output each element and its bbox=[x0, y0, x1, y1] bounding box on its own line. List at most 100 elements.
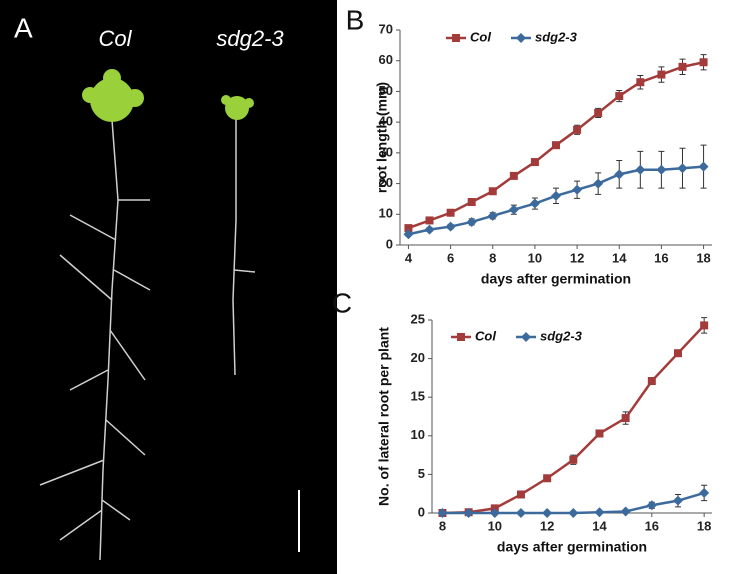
marker bbox=[699, 58, 708, 67]
photo-background bbox=[0, 0, 337, 574]
marker bbox=[467, 198, 476, 206]
legend-label: sdg2-3 bbox=[540, 328, 583, 343]
y-tick-label: 15 bbox=[411, 389, 425, 404]
marker bbox=[657, 70, 666, 79]
marker bbox=[551, 190, 561, 201]
marker bbox=[516, 490, 525, 499]
marker bbox=[530, 158, 539, 167]
marker bbox=[699, 487, 710, 498]
marker bbox=[542, 508, 553, 518]
marker bbox=[595, 429, 604, 438]
marker bbox=[403, 229, 414, 240]
marker bbox=[445, 221, 456, 232]
panel-label: A bbox=[14, 12, 33, 43]
plant-label: sdg2-3 bbox=[216, 26, 284, 51]
marker bbox=[572, 184, 583, 195]
marker bbox=[457, 333, 465, 341]
marker bbox=[678, 62, 687, 71]
marker bbox=[594, 108, 603, 117]
marker bbox=[647, 376, 656, 385]
panel-label: C bbox=[332, 287, 352, 318]
marker bbox=[635, 164, 646, 175]
x-tick-label: 14 bbox=[592, 518, 607, 533]
y-tick-label: 60 bbox=[379, 52, 393, 67]
marker bbox=[516, 33, 526, 43]
photo-panel: A Col sdg2-3 bbox=[0, 0, 337, 574]
col-root bbox=[39, 119, 151, 561]
y-tick-label: 50 bbox=[379, 83, 393, 98]
marker bbox=[673, 349, 682, 358]
marker bbox=[509, 171, 518, 180]
marker bbox=[646, 500, 657, 511]
y-tick-label: 25 bbox=[411, 311, 425, 326]
marker bbox=[552, 141, 560, 150]
y-tick-label: 10 bbox=[379, 206, 393, 221]
y-tick-label: 0 bbox=[386, 236, 393, 251]
y-tick-label: 30 bbox=[379, 144, 393, 159]
x-tick-label: 18 bbox=[696, 250, 710, 265]
marker bbox=[677, 163, 688, 174]
legend-label: sdg2-3 bbox=[535, 29, 578, 44]
sdg-rosette bbox=[221, 95, 254, 120]
x-tick-label: 10 bbox=[528, 250, 542, 265]
sdg-root bbox=[232, 118, 256, 376]
x-tick-label: 8 bbox=[439, 518, 446, 533]
marker bbox=[488, 187, 497, 196]
marker bbox=[515, 508, 526, 518]
x-tick-label: 14 bbox=[612, 250, 627, 265]
marker bbox=[573, 125, 582, 134]
marker bbox=[636, 78, 645, 87]
x-axis-title: days after germination bbox=[497, 539, 647, 555]
y-tick-label: 5 bbox=[418, 466, 425, 481]
x-tick-label: 16 bbox=[645, 518, 659, 533]
marker bbox=[568, 508, 579, 518]
marker bbox=[620, 506, 631, 517]
y-axis-title: root length (mm) bbox=[374, 82, 390, 193]
marker bbox=[521, 332, 531, 342]
plant-label: Col bbox=[98, 26, 132, 51]
col-rosette bbox=[82, 69, 144, 122]
marker bbox=[569, 455, 578, 464]
marker bbox=[656, 164, 667, 175]
y-tick-label: 20 bbox=[379, 175, 393, 190]
y-tick-label: 70 bbox=[379, 21, 393, 36]
legend-label: Col bbox=[475, 328, 496, 343]
marker bbox=[466, 216, 477, 227]
marker bbox=[672, 495, 683, 506]
marker bbox=[425, 216, 434, 225]
x-tick-label: 8 bbox=[489, 250, 496, 265]
marker bbox=[487, 210, 498, 221]
x-axis-title: days after germination bbox=[481, 271, 631, 287]
marker bbox=[614, 169, 625, 180]
x-tick-label: 6 bbox=[447, 250, 454, 265]
y-axis-title: No. of lateral root per plant bbox=[376, 327, 392, 506]
marker bbox=[508, 204, 519, 215]
x-tick-label: 4 bbox=[405, 250, 413, 265]
marker bbox=[463, 508, 474, 518]
marker bbox=[424, 224, 435, 235]
x-tick-label: 16 bbox=[654, 250, 668, 265]
marker bbox=[446, 208, 455, 217]
panel-label: B bbox=[346, 4, 365, 35]
marker bbox=[621, 414, 630, 423]
x-tick-label: 18 bbox=[697, 518, 711, 533]
x-tick-label: 10 bbox=[488, 518, 502, 533]
y-tick-label: 10 bbox=[411, 427, 425, 442]
marker bbox=[437, 508, 448, 518]
marker bbox=[700, 321, 709, 330]
y-tick-label: 0 bbox=[418, 504, 425, 519]
y-tick-label: 20 bbox=[411, 350, 425, 365]
marker bbox=[529, 198, 540, 209]
marker bbox=[404, 224, 413, 233]
marker bbox=[452, 34, 460, 42]
marker bbox=[615, 92, 624, 101]
legend-label: Col bbox=[470, 29, 491, 44]
x-tick-label: 12 bbox=[540, 518, 554, 533]
x-tick-label: 12 bbox=[570, 250, 584, 265]
y-tick-label: 40 bbox=[379, 114, 393, 129]
series-line bbox=[442, 324, 706, 515]
marker bbox=[489, 508, 500, 518]
marker bbox=[543, 474, 552, 483]
marker bbox=[594, 507, 605, 518]
